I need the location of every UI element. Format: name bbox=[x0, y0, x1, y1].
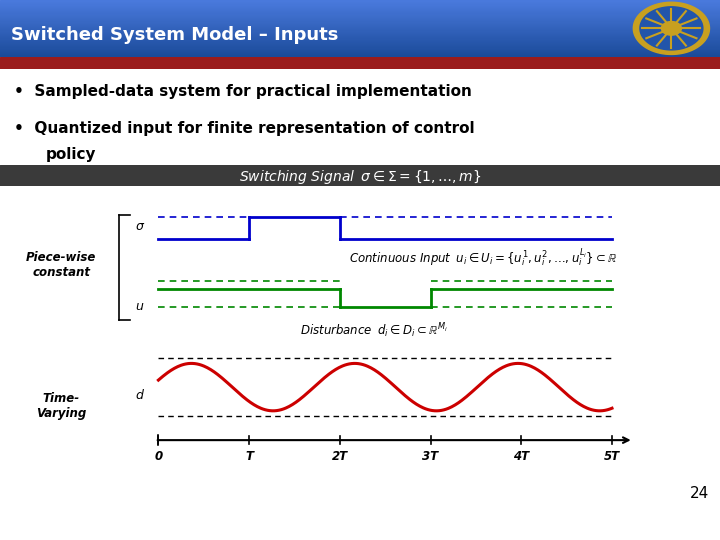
Bar bbox=[0, 56, 720, 57]
Bar bbox=[0, 12, 720, 14]
Bar bbox=[0, 51, 720, 52]
Bar bbox=[0, 8, 720, 9]
Bar bbox=[0, 18, 720, 19]
Bar bbox=[0, 42, 720, 43]
Bar bbox=[0, 2, 720, 3]
Bar bbox=[0, 46, 720, 48]
Bar bbox=[0, 44, 720, 45]
Bar bbox=[0, 15, 720, 16]
Bar bbox=[0, 53, 720, 55]
Bar bbox=[0, 40, 720, 41]
Polygon shape bbox=[662, 22, 681, 35]
Text: Time-
Varying: Time- Varying bbox=[36, 393, 86, 421]
Bar bbox=[0, 38, 720, 40]
Text: $d$: $d$ bbox=[135, 388, 145, 402]
Text: 2T: 2T bbox=[332, 450, 348, 463]
Bar bbox=[0, 7, 720, 8]
Bar bbox=[0, 28, 720, 30]
Text: $\mathit{Continuous\ Input}$$\;\; u_i \in U_i = \{u_i^1, u_i^2, \ldots, u_i^{L_i: $\mathit{Continuous\ Input}$$\;\; u_i \i… bbox=[349, 248, 618, 269]
Bar bbox=[0, 19, 720, 21]
Text: 4T: 4T bbox=[513, 450, 529, 463]
Bar bbox=[0, 9, 720, 10]
Bar bbox=[0, 55, 720, 56]
Text: T: T bbox=[245, 450, 253, 463]
Bar bbox=[0, 36, 720, 37]
Bar bbox=[0, 33, 720, 34]
Text: $\it{Switching\ Signal}$$\;\; \sigma \in \Sigma = \{1,\ldots, m\}$: $\it{Switching\ Signal}$$\;\; \sigma \in… bbox=[239, 167, 481, 186]
Bar bbox=[0, 3, 720, 4]
Bar bbox=[0, 1, 720, 2]
Bar bbox=[0, 34, 720, 35]
Polygon shape bbox=[640, 7, 703, 50]
Bar bbox=[0, 5, 720, 7]
Bar bbox=[0, 0, 720, 1]
Text: 5T: 5T bbox=[604, 450, 620, 463]
Bar bbox=[0, 41, 720, 42]
Bar bbox=[0, 27, 720, 28]
Text: $\sigma$: $\sigma$ bbox=[135, 220, 145, 233]
Bar bbox=[0, 31, 720, 32]
Text: •  Sampled-data system for practical implementation: • Sampled-data system for practical impl… bbox=[14, 84, 472, 99]
Text: 3T: 3T bbox=[423, 450, 438, 463]
Polygon shape bbox=[634, 2, 709, 55]
Bar bbox=[0, 45, 720, 46]
Bar bbox=[0, 10, 720, 11]
Bar bbox=[0, 4, 720, 5]
Bar bbox=[0, 48, 720, 49]
Bar bbox=[0, 35, 720, 36]
Bar bbox=[0, 50, 720, 51]
Bar bbox=[0, 52, 720, 53]
Text: $\mathit{Disturbance}$$\;\; d_i \in D_i \subset \mathbb{R}^{M_i}$: $\mathit{Disturbance}$$\;\; d_i \in D_i … bbox=[300, 321, 449, 340]
Bar bbox=[0, 26, 720, 27]
Bar bbox=[0, 11, 720, 12]
Bar bbox=[0, 49, 720, 50]
Bar bbox=[0, 30, 720, 31]
Bar bbox=[0, 21, 720, 22]
Text: $u$: $u$ bbox=[135, 300, 144, 313]
Text: •  Quantized input for finite representation of control: • Quantized input for finite representat… bbox=[14, 120, 474, 136]
Bar bbox=[0, 17, 720, 18]
Bar bbox=[0, 37, 720, 38]
Bar bbox=[0, 32, 720, 33]
Bar bbox=[0, 24, 720, 25]
Text: Piece-wise
constant: Piece-wise constant bbox=[26, 251, 96, 279]
Text: 24: 24 bbox=[690, 486, 709, 501]
Text: Switched System Model – Inputs: Switched System Model – Inputs bbox=[11, 26, 338, 44]
Bar bbox=[0, 23, 720, 24]
Bar bbox=[0, 25, 720, 26]
Text: policy: policy bbox=[45, 147, 96, 163]
Text: 0: 0 bbox=[154, 450, 163, 463]
Bar bbox=[0, 16, 720, 17]
Bar bbox=[0, 22, 720, 23]
Bar bbox=[0, 43, 720, 44]
Bar bbox=[0, 14, 720, 15]
